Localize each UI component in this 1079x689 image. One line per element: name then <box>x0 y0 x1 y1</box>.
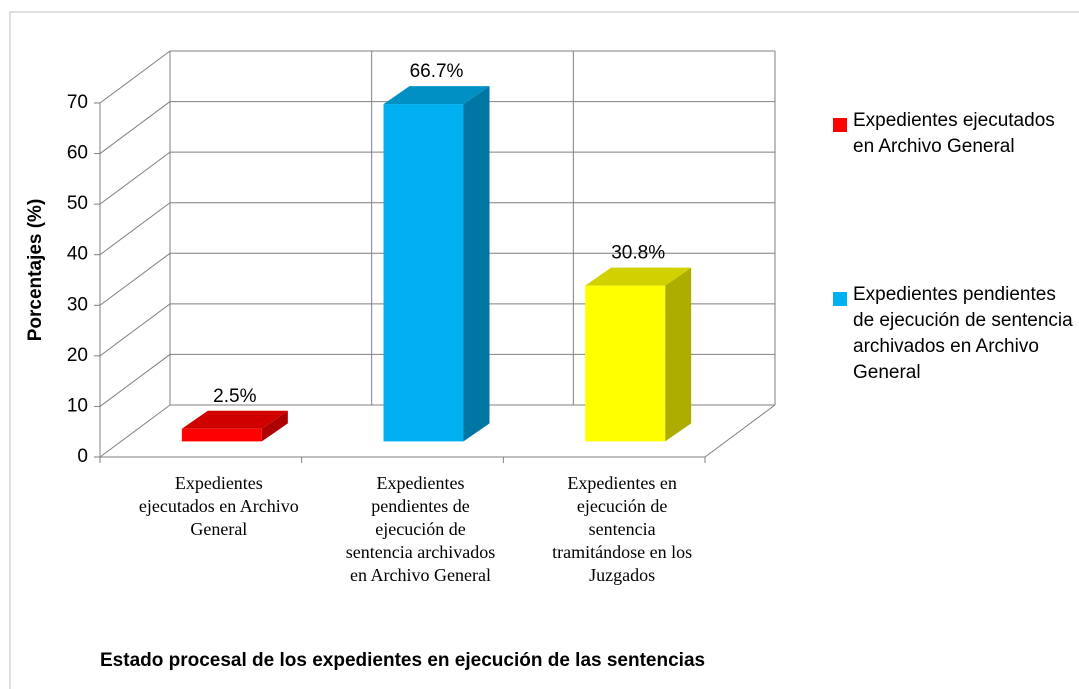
legend-swatch <box>833 292 847 306</box>
grid-line <box>99 202 171 256</box>
y-axis-title: Porcentajes (%) <box>25 199 46 342</box>
bar-top <box>383 86 490 105</box>
bar-side <box>261 410 288 442</box>
x-tick-label: Expedientes en ejecución de sentencia tr… <box>552 473 693 585</box>
grid-line <box>99 303 171 357</box>
y-tick-label: 20 <box>67 345 88 366</box>
y-tick-label: 40 <box>67 244 88 265</box>
legend-label: Expedientes pendientes de ejecución de s… <box>853 284 1073 383</box>
grid-line <box>99 354 171 407</box>
bar <box>181 428 262 442</box>
frame <box>9 11 1079 689</box>
y-tick-label: 60 <box>67 143 88 164</box>
grid-line <box>99 252 171 306</box>
x-axis-title: Estado procesal de los expedientes en ej… <box>100 650 706 671</box>
x-tick-label: Expedientes ejecutados en Archivo Genera… <box>138 473 299 539</box>
bar-top <box>585 267 692 286</box>
grid-line <box>99 151 171 205</box>
data-label: 66.7% <box>410 61 464 82</box>
bar-top <box>181 410 288 429</box>
data-label: 2.5% <box>213 386 256 407</box>
bar-side <box>463 86 490 442</box>
bar <box>585 285 666 442</box>
bar <box>383 104 464 442</box>
data-label: 30.8% <box>611 243 665 264</box>
y-tick-label: 50 <box>67 193 88 214</box>
x-tick-label: Expedientes pendientes de ejecución de s… <box>345 473 496 585</box>
grid-line <box>99 101 171 154</box>
legend-swatch <box>833 118 847 132</box>
y-tick-label: 30 <box>67 294 88 315</box>
y-tick-label: 70 <box>67 92 88 113</box>
y-tick-label: 0 <box>77 446 88 467</box>
y-tick-label: 10 <box>67 395 88 416</box>
grid-line <box>99 404 171 458</box>
legend-label: Expedientes ejecutados en Archivo Genera… <box>853 110 1055 157</box>
bar-side <box>665 267 692 442</box>
grid-line <box>99 50 171 104</box>
wall-edge <box>704 404 776 458</box>
